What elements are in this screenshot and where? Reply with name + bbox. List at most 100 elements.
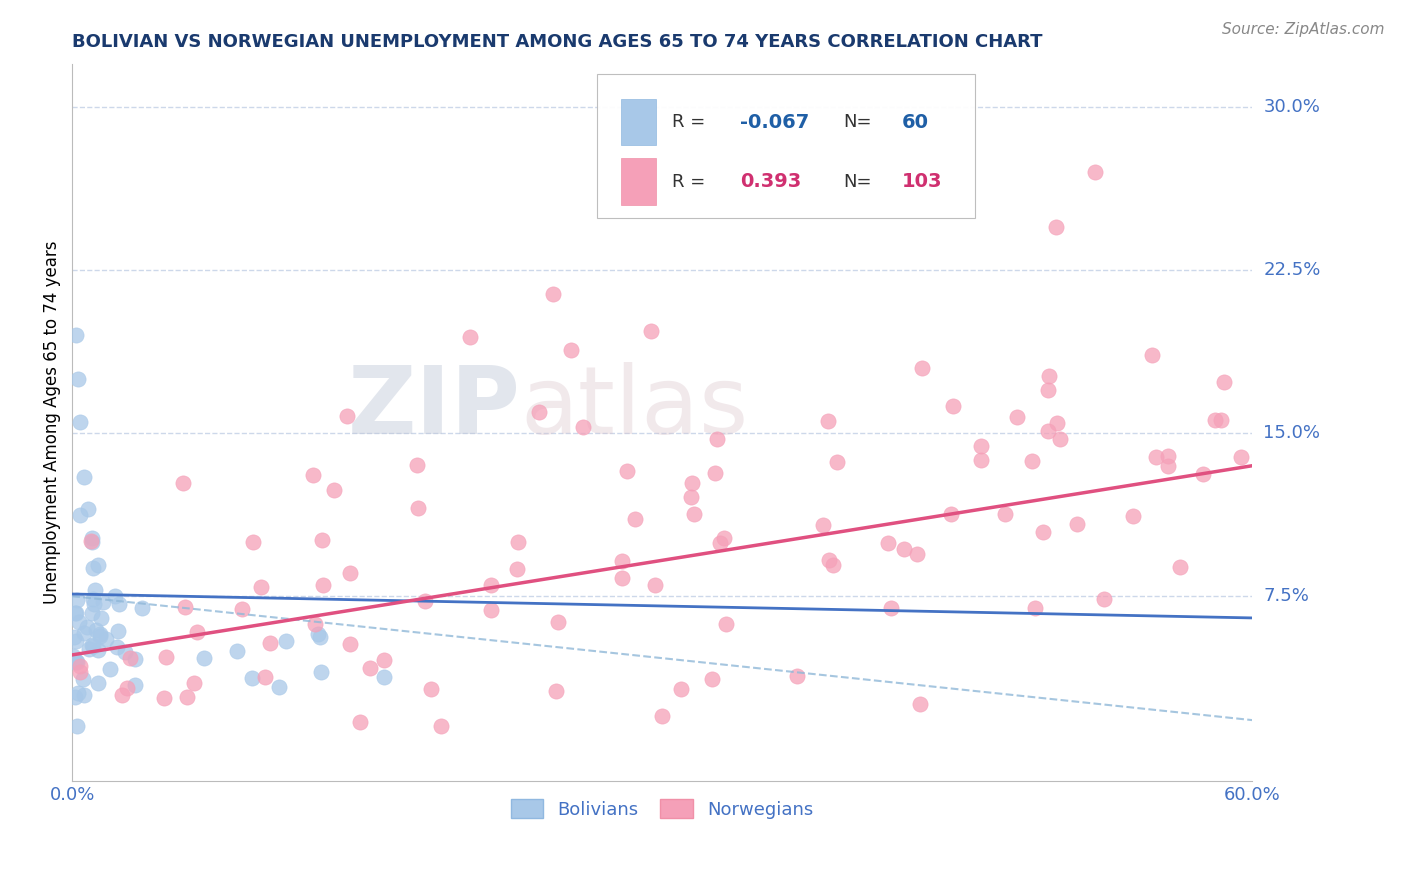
Point: [259, 636, 281, 650]
Text: 7.5%: 7.5%: [1264, 587, 1309, 605]
Point: [1049, 432, 1071, 446]
Point: [83, 597, 105, 611]
Point: [572, 420, 595, 434]
Point: [186, 624, 208, 639]
Text: R =: R =: [672, 113, 704, 131]
Point: [682, 507, 704, 521]
Point: [942, 400, 965, 414]
Point: [65, 328, 87, 343]
Text: 0.393: 0.393: [740, 172, 801, 192]
Point: [65, 654, 87, 668]
Point: [80, 534, 103, 549]
Point: [69, 659, 91, 673]
Point: [67, 686, 90, 700]
Point: [69, 665, 91, 680]
Point: [183, 675, 205, 690]
Point: [309, 630, 332, 644]
Point: [458, 330, 481, 344]
Y-axis label: Unemployment Among Ages 65 to 74 years: Unemployment Among Ages 65 to 74 years: [44, 241, 60, 604]
Point: [1094, 591, 1116, 606]
Point: [430, 719, 453, 733]
Point: [65, 633, 87, 648]
Point: [69, 508, 91, 523]
Point: [107, 624, 129, 638]
Point: [544, 683, 567, 698]
Point: [82, 561, 104, 575]
Point: [479, 577, 502, 591]
Point: [713, 531, 735, 545]
Point: [527, 405, 550, 419]
Point: [1157, 449, 1180, 463]
Text: 30.0%: 30.0%: [1264, 98, 1320, 116]
Point: [173, 599, 195, 614]
Point: [274, 633, 297, 648]
Point: [73, 688, 96, 702]
Point: [339, 637, 361, 651]
Point: [349, 714, 371, 729]
Point: [131, 601, 153, 615]
Point: [267, 680, 290, 694]
FancyBboxPatch shape: [598, 74, 974, 218]
Point: [311, 533, 333, 548]
Point: [91, 595, 114, 609]
Point: [547, 615, 569, 629]
FancyBboxPatch shape: [621, 158, 657, 205]
Text: ZIP: ZIP: [347, 362, 520, 454]
Text: Source: ZipAtlas.com: Source: ZipAtlas.com: [1222, 22, 1385, 37]
Point: [560, 343, 582, 358]
Point: [406, 501, 429, 516]
Point: [994, 507, 1017, 521]
Point: [939, 507, 962, 521]
Point: [87, 558, 110, 573]
Point: [506, 562, 529, 576]
Point: [96, 632, 118, 647]
Point: [1038, 368, 1060, 383]
Point: [65, 606, 87, 620]
Point: [1157, 458, 1180, 473]
Text: -0.067: -0.067: [740, 113, 810, 132]
Point: [970, 439, 993, 453]
Text: N=: N=: [842, 113, 872, 131]
Point: [69, 415, 91, 429]
Point: [893, 542, 915, 557]
Point: [66, 719, 89, 733]
Point: [359, 661, 381, 675]
Point: [322, 483, 344, 497]
Point: [623, 512, 645, 526]
Point: [1024, 601, 1046, 615]
Point: [818, 553, 841, 567]
Point: [90, 610, 112, 624]
Point: [124, 652, 146, 666]
Point: [77, 642, 100, 657]
Point: [118, 651, 141, 665]
Point: [876, 536, 898, 550]
Point: [1005, 409, 1028, 424]
Point: [1066, 516, 1088, 531]
Point: [108, 597, 131, 611]
Text: R =: R =: [672, 173, 704, 191]
Point: [80, 638, 103, 652]
Point: [339, 566, 361, 580]
Point: [644, 578, 666, 592]
Point: [610, 571, 633, 585]
Point: [124, 678, 146, 692]
Legend: Bolivians, Norwegians: Bolivians, Norwegians: [503, 792, 821, 826]
Point: [700, 672, 723, 686]
Point: [172, 475, 194, 490]
Point: [65, 606, 87, 620]
Point: [66, 655, 89, 669]
Point: [80, 531, 103, 545]
Point: [703, 466, 725, 480]
Point: [616, 464, 638, 478]
Point: [817, 414, 839, 428]
Point: [406, 458, 429, 472]
Point: [373, 670, 395, 684]
Point: [679, 490, 702, 504]
Point: [250, 580, 273, 594]
Point: [969, 453, 991, 467]
Point: [908, 697, 931, 711]
Point: [813, 517, 835, 532]
Point: [413, 593, 436, 607]
Point: [825, 455, 848, 469]
Point: [709, 536, 731, 550]
